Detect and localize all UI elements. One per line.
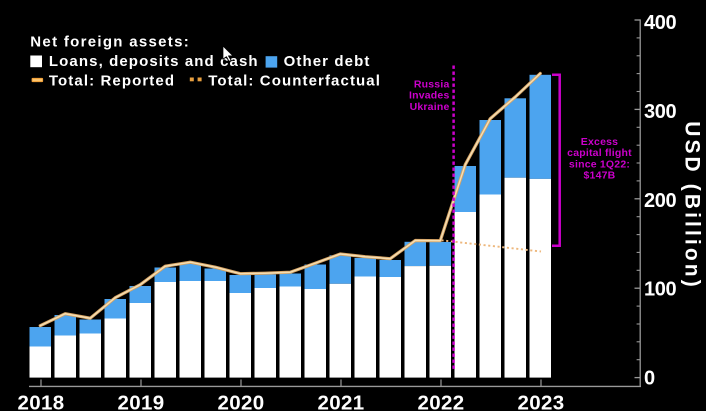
svg-text:Loans, deposits and cash: Loans, deposits and cash: [49, 53, 259, 70]
svg-text:2020: 2020: [217, 391, 264, 411]
svg-text:Other debt: Other debt: [284, 53, 371, 70]
svg-text:0: 0: [644, 368, 655, 390]
svg-text:2018: 2018: [17, 391, 64, 411]
svg-text:2022: 2022: [417, 391, 464, 411]
svg-text:USD (Billion): USD (Billion): [681, 121, 704, 290]
svg-text:Ukraine: Ukraine: [410, 101, 450, 113]
svg-text:Total: Counterfactual: Total: Counterfactual: [208, 73, 381, 90]
svg-text:Russia: Russia: [414, 78, 450, 90]
svg-text:$147B: $147B: [584, 169, 616, 181]
svg-text:300: 300: [644, 101, 677, 123]
svg-text:200: 200: [644, 190, 677, 212]
svg-text:400: 400: [644, 12, 677, 34]
svg-text:Excess: Excess: [581, 136, 618, 148]
svg-text:2021: 2021: [317, 391, 364, 411]
svg-text:Net foreign assets:: Net foreign assets:: [30, 33, 190, 50]
svg-text:since 1Q22:: since 1Q22:: [569, 159, 630, 171]
svg-text:2023: 2023: [517, 391, 564, 411]
svg-text:Invades: Invades: [409, 90, 450, 102]
svg-text:100: 100: [644, 279, 677, 301]
svg-text:2019: 2019: [117, 391, 164, 411]
svg-text:Total: Reported: Total: Reported: [49, 73, 175, 90]
svg-text:capital flight: capital flight: [567, 147, 632, 159]
